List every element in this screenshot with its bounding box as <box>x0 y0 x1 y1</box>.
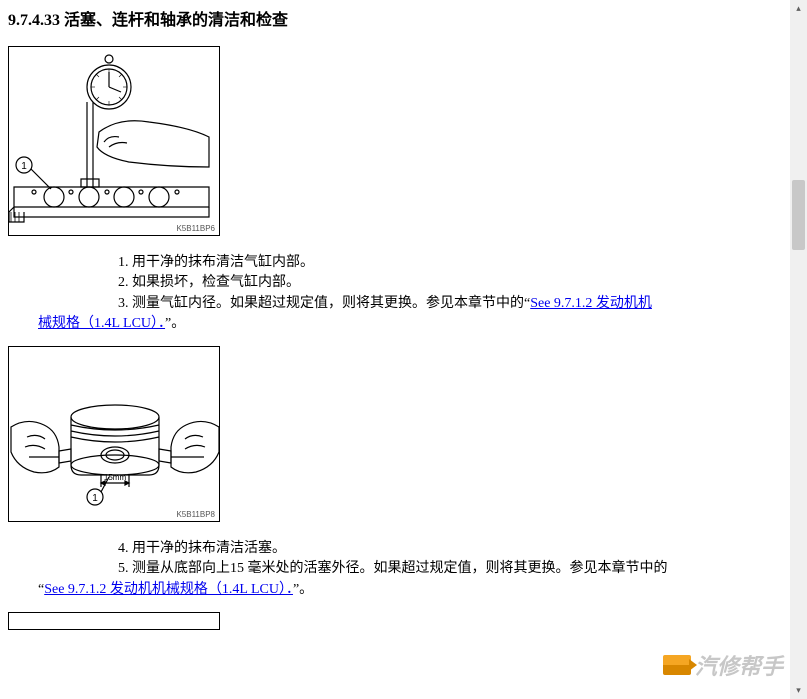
step-4: 4. 用干净的抹布清洁活塞。 <box>118 539 772 559</box>
link-spec-1a[interactable]: See 9.7.1.2 发动机机 <box>530 296 652 311</box>
scroll-down-button[interactable]: ▾ <box>790 682 807 699</box>
figure-1-callout: 1 <box>21 161 27 172</box>
vertical-scrollbar[interactable]: ▴ ▾ <box>790 0 807 699</box>
steps-group-2: 4. 用干净的抹布清洁活塞。 5. 测量从底部向上15 毫米处的活塞外径。如果超… <box>118 539 772 600</box>
section-title-text: 活塞、连杆和轴承的清洁和检查 <box>64 12 288 29</box>
figure-2-svg: 15mm 1 <box>9 347 221 523</box>
step-2: 2. 如果损坏，检查气缸内部。 <box>118 273 772 293</box>
link-spec-2[interactable]: See 9.7.1.2 发动机机械规格（1.4L LCU）． <box>44 582 293 597</box>
figure-2-callout: 1 <box>92 493 98 504</box>
figure-1: 1 K5B11BP6 <box>8 46 220 236</box>
section-heading: 9.7.4.33 活塞、连杆和轴承的清洁和检查 <box>8 6 772 30</box>
step-1: 1. 用干净的抹布清洁气缸内部。 <box>118 253 772 273</box>
figure-1-code: K5B11BP6 <box>176 224 215 233</box>
scroll-thumb[interactable] <box>792 180 805 250</box>
step-3: 3. 测量气缸内径。如果超过规定值，则将其更换。参见本章节中的“See 9.7.… <box>118 294 772 314</box>
document-content: 9.7.4.33 活塞、连杆和轴承的清洁和检查 <box>0 0 780 699</box>
scroll-up-button[interactable]: ▴ <box>790 0 807 17</box>
figure-1-svg: 1 <box>9 47 221 237</box>
figure-3 <box>8 612 220 630</box>
steps-group-1: 1. 用干净的抹布清洁气缸内部。 2. 如果损坏，检查气缸内部。 3. 测量气缸… <box>118 253 772 334</box>
step-5: 5. 测量从底部向上15 毫米处的活塞外径。如果超过规定值，则将其更换。参见本章… <box>118 559 772 579</box>
figure-2-code: K5B11BP8 <box>176 510 215 519</box>
figure-3-svg <box>9 613 220 630</box>
section-number: 9.7.4.33 <box>8 12 60 29</box>
figure-2: 15mm 1 K5B11BP8 <box>8 346 220 522</box>
figure-2-dim: 15mm <box>104 473 127 482</box>
step-5-cont: “See 9.7.1.2 发动机机械规格（1.4L LCU）．”。 <box>38 580 772 600</box>
link-spec-1b[interactable]: 械规格（1.4L LCU）． <box>38 316 165 331</box>
step-3-cont: 械规格（1.4L LCU）．”。 <box>38 314 772 334</box>
